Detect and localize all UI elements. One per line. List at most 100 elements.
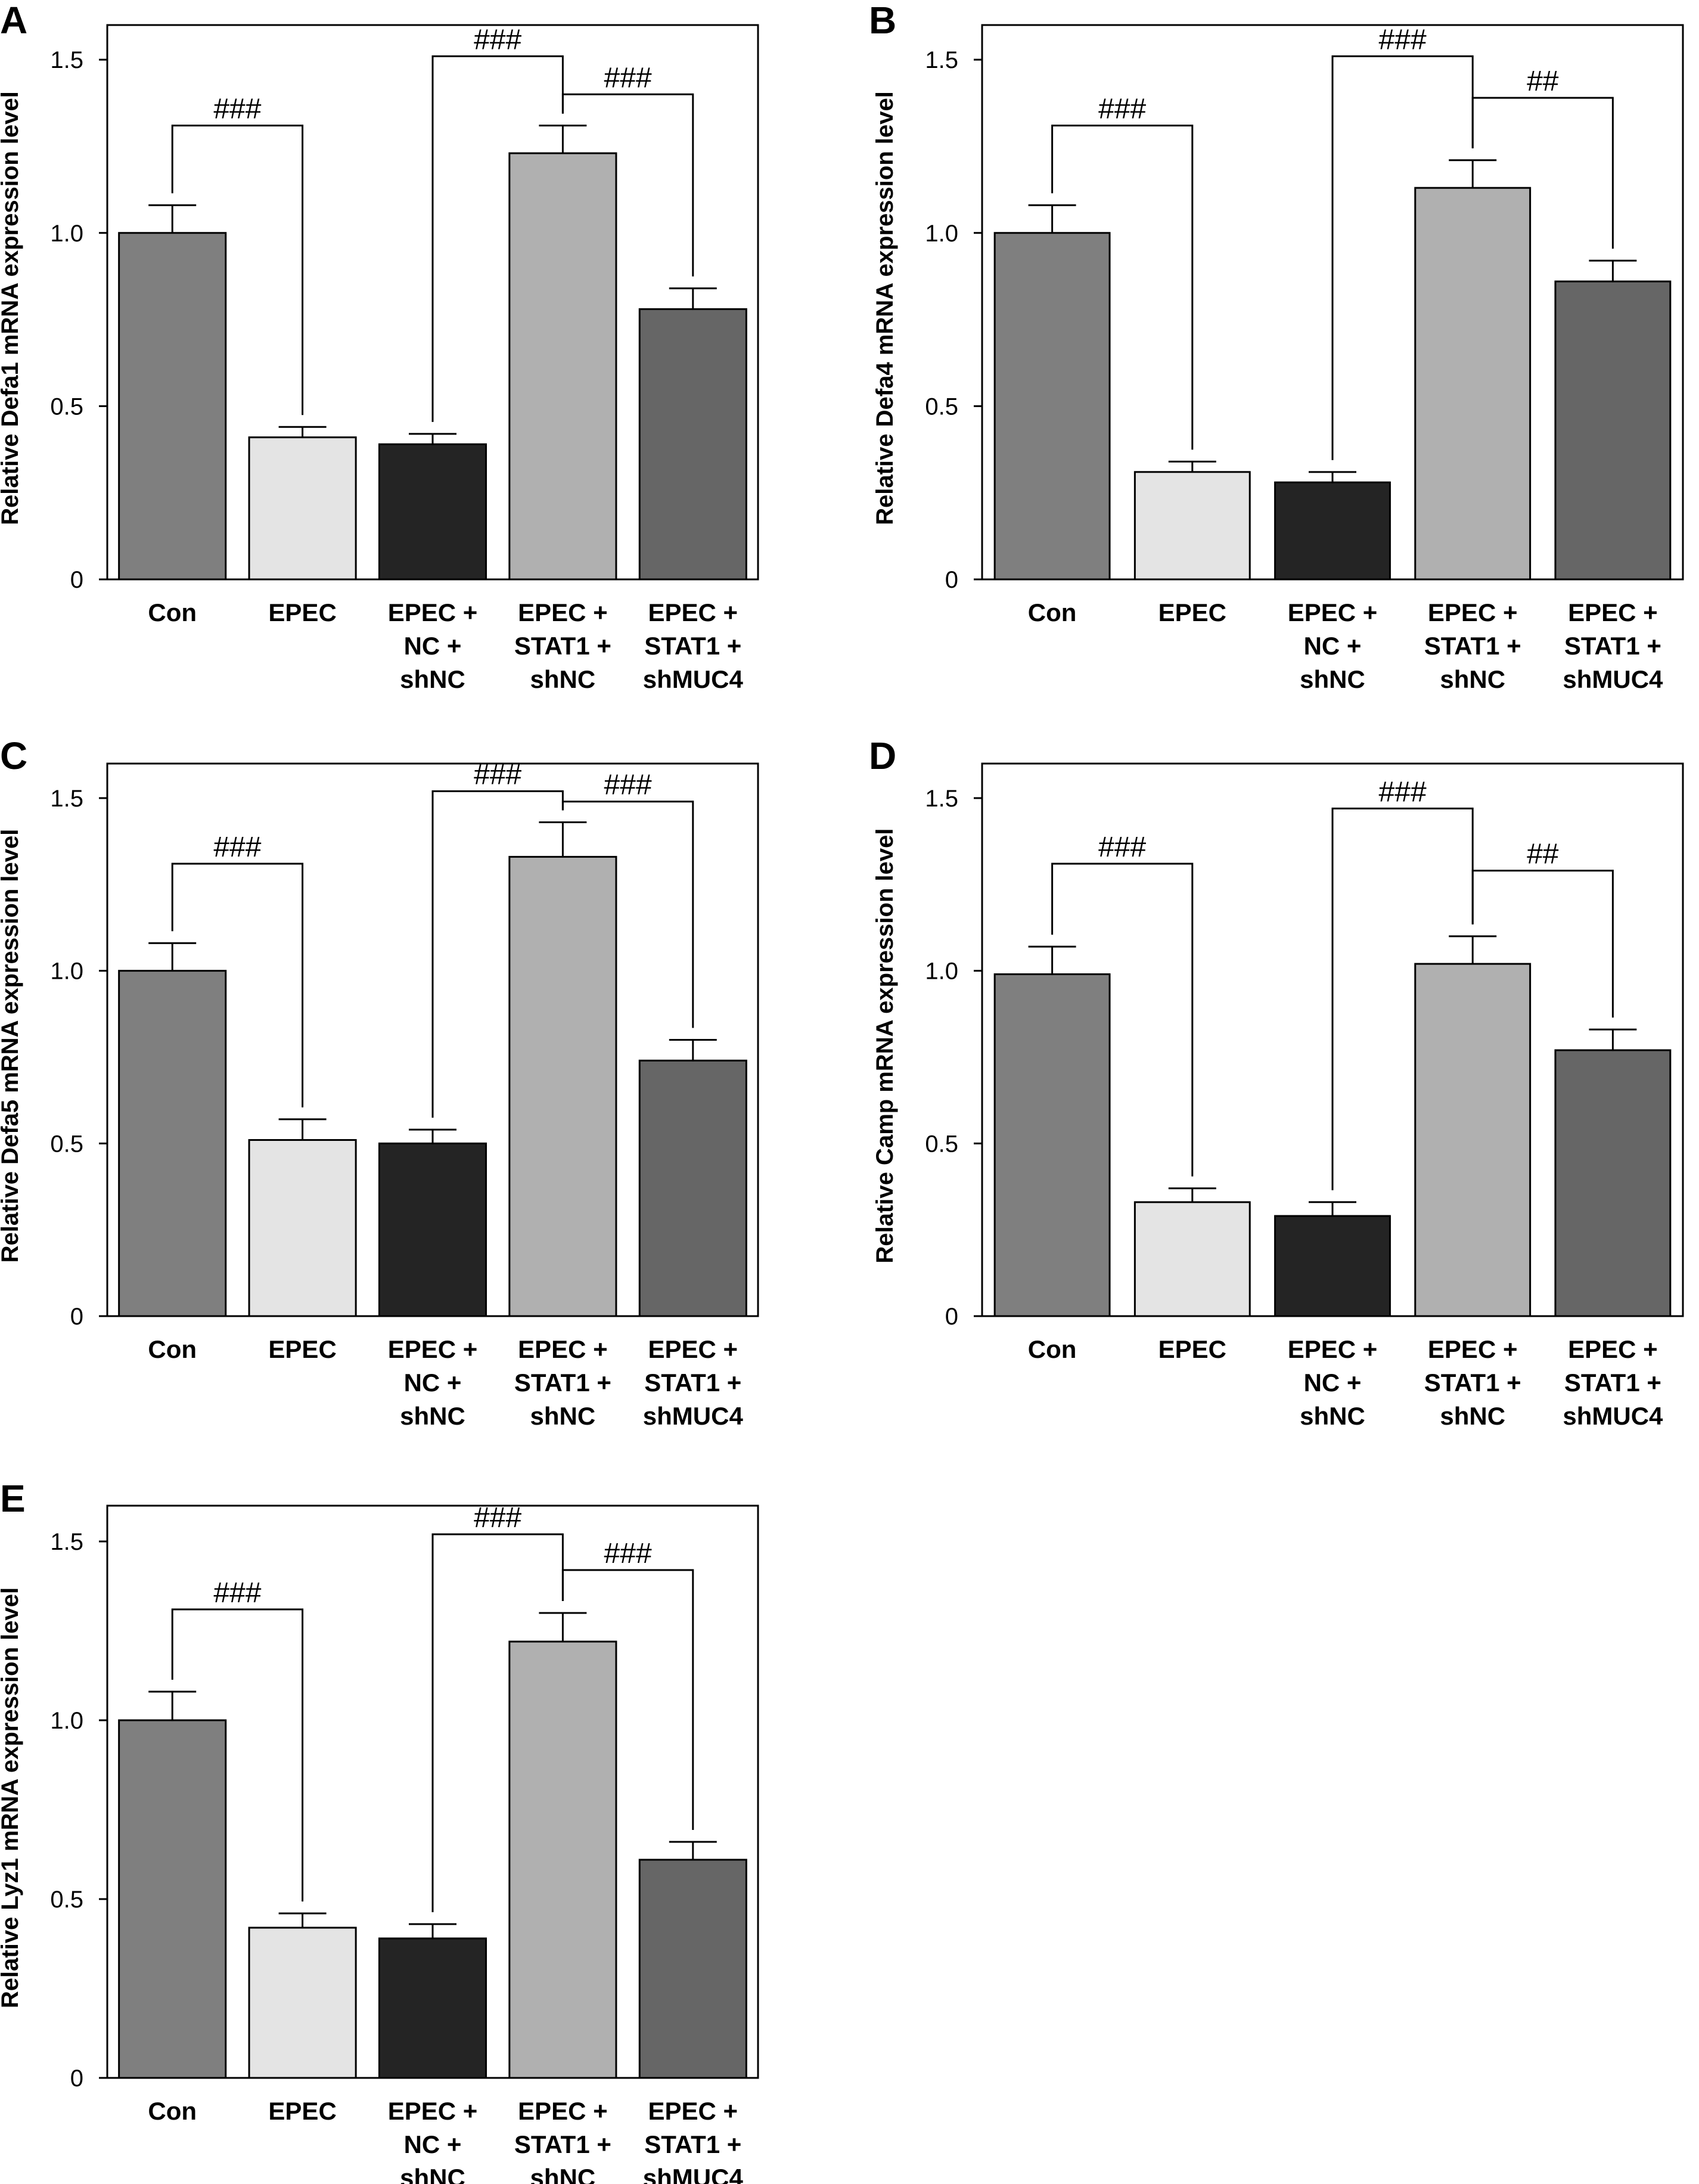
y-axis-label: Relative Defa5 mRNA expression level — [0, 829, 23, 1263]
significance-bracket — [431, 1533, 564, 1912]
y-tick-label: 0.5 — [50, 1887, 83, 1913]
category-label: Con — [148, 1335, 197, 1363]
category-label: EPEC + — [518, 1335, 608, 1363]
bar — [508, 1640, 617, 2079]
category-label: shNC — [530, 665, 596, 693]
y-tick-label: 0 — [70, 567, 83, 593]
y-tick-label: 0 — [70, 1304, 83, 1330]
bar — [993, 973, 1111, 1317]
significance-label: ### — [1098, 832, 1146, 863]
bar — [118, 970, 227, 1317]
chart-panel-a: A 0 0.5 1.0 1.5 Relative Defa1 mRNA expressio… — [0, 0, 759, 693]
chart-panel-d: D 0 0.5 1.0 1.5 Relative Camp mRNA expression… — [869, 734, 1684, 1430]
chart-panel-c: C 0 0.5 1.0 1.5 Relative Defa5 mRNA expressio… — [0, 734, 759, 1430]
y-tick-label: 1.0 — [925, 221, 958, 247]
y-tick-label: 1.0 — [50, 1708, 83, 1734]
significance-label: ## — [1527, 66, 1559, 97]
category-label: EPEC + — [1428, 598, 1518, 626]
category-label: EPEC + — [518, 2097, 608, 2125]
category-label: EPEC + — [1568, 1335, 1658, 1363]
category-label: STAT1 + — [514, 632, 611, 660]
category-label: Con — [1028, 1335, 1077, 1363]
bar — [508, 855, 617, 1317]
category-label: EPEC + — [388, 2097, 478, 2125]
bar — [1274, 481, 1391, 581]
category-label: EPEC — [1158, 598, 1226, 626]
significance-label: ### — [1379, 776, 1427, 808]
category-label: shNC — [1440, 665, 1505, 693]
bar — [1274, 1215, 1391, 1317]
y-tick-label: 0 — [70, 2065, 83, 2092]
category-label: shNC — [1440, 1402, 1505, 1430]
significance-label: ### — [474, 759, 521, 790]
category-label: STAT1 + — [514, 2130, 611, 2158]
significance-label: ## — [1527, 839, 1559, 870]
category-label: NC + — [1304, 632, 1362, 660]
significance-bracket — [171, 863, 304, 1107]
significance-label: ### — [213, 832, 261, 863]
significance-label: ### — [1379, 24, 1427, 55]
y-tick-label: 1.5 — [50, 1529, 83, 1555]
bar — [378, 1142, 487, 1317]
category-label: shNC — [400, 2164, 465, 2184]
y-tick-label: 1.5 — [50, 786, 83, 812]
panel-letter: A — [0, 0, 27, 42]
significance-label: ### — [474, 24, 521, 55]
significance-bracket — [561, 93, 694, 277]
y-tick-label: 1.0 — [925, 958, 958, 985]
significance-label: ### — [213, 94, 261, 125]
y-tick-label: 0 — [945, 567, 958, 593]
panel-letter: D — [869, 734, 896, 777]
significance-bracket — [1471, 870, 1614, 1018]
significance-label: ### — [604, 770, 652, 801]
category-label: EPEC + — [648, 598, 738, 626]
bar — [1554, 280, 1672, 581]
category-label: shNC — [530, 2164, 596, 2184]
chart-panel-e: E 0 0.5 1.0 1.5 Relative Lyz1 mRNA expression… — [0, 1477, 759, 2184]
significance-bracket — [1471, 97, 1614, 249]
category-label: EPEC + — [388, 598, 478, 626]
bar — [118, 1719, 227, 2079]
y-tick-label: 0.5 — [50, 1131, 83, 1157]
category-label: Con — [148, 598, 197, 626]
bar — [378, 443, 487, 581]
category-label: shNC — [1300, 1402, 1365, 1430]
y-tick-label: 1.0 — [50, 958, 83, 985]
bar — [638, 308, 747, 581]
significance-bracket — [561, 1569, 694, 1830]
y-axis-label: Relative Lyz1 mRNA expression level — [0, 1587, 23, 2008]
y-axis-label: Relative Camp mRNA expression level — [872, 829, 898, 1264]
significance-label: ### — [604, 62, 652, 94]
category-label: NC + — [404, 1369, 462, 1397]
category-label: EPEC — [268, 1335, 336, 1363]
y-tick-label: 1.5 — [50, 47, 83, 73]
category-label: shMUC4 — [643, 665, 744, 693]
panel-letter: C — [0, 734, 27, 777]
bar — [1414, 963, 1532, 1317]
category-label: NC + — [404, 632, 462, 660]
category-label: EPEC + — [1288, 598, 1378, 626]
bar — [248, 436, 357, 581]
category-label: STAT1 + — [1424, 1369, 1521, 1397]
category-label: EPEC — [268, 598, 336, 626]
category-label: EPEC + — [1568, 598, 1658, 626]
y-axis-label: Relative Defa1 mRNA expression level — [0, 91, 23, 525]
category-label: EPEC + — [1288, 1335, 1378, 1363]
significance-bracket — [1051, 863, 1194, 1177]
bar — [638, 1059, 747, 1317]
y-tick-label: 1.5 — [925, 786, 958, 812]
category-label: EPEC + — [518, 598, 608, 626]
category-label: EPEC + — [648, 2097, 738, 2125]
significance-label: ### — [474, 1502, 521, 1534]
category-label: EPEC + — [648, 1335, 738, 1363]
bar — [1133, 1201, 1251, 1317]
significance-bracket — [171, 1608, 304, 1901]
category-label: shMUC4 — [643, 1402, 744, 1430]
category-label: EPEC + — [388, 1335, 478, 1363]
y-tick-label: 0.5 — [925, 1131, 958, 1157]
category-label: NC + — [1304, 1369, 1362, 1397]
bar — [378, 1937, 487, 2079]
bar — [638, 1859, 747, 2079]
y-tick-label: 1.5 — [925, 47, 958, 73]
